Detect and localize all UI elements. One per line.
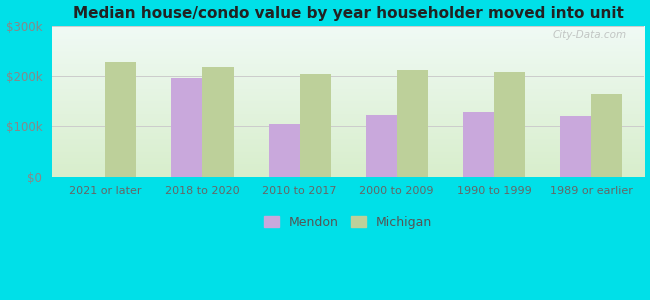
Bar <box>366 116 396 177</box>
Title: Median house/condo value by year householder moved into unit: Median house/condo value by year househo… <box>73 6 623 21</box>
Legend: Mendon, Michigan: Mendon, Michigan <box>259 211 437 234</box>
Bar <box>172 78 202 177</box>
Bar <box>396 70 428 177</box>
Bar <box>300 74 331 177</box>
Bar <box>105 62 136 177</box>
Bar <box>268 124 300 177</box>
Bar <box>494 72 525 177</box>
Bar <box>202 67 233 177</box>
Bar <box>560 116 591 177</box>
Text: City-Data.com: City-Data.com <box>552 30 627 40</box>
Bar <box>463 112 494 177</box>
Bar <box>591 94 622 177</box>
